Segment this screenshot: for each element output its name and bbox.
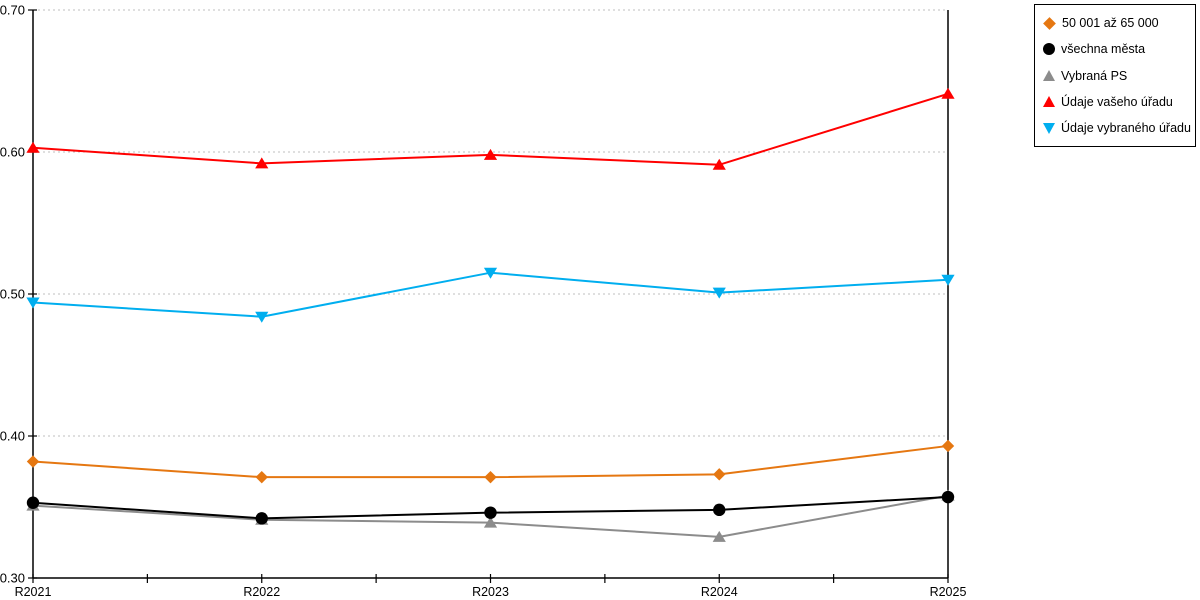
data-point-circle	[713, 503, 726, 517]
legend-item-label: Údaje vašeho úřadu	[1061, 94, 1173, 109]
data-point-triangle-up	[941, 87, 955, 99]
x-tick-label: R2021	[15, 585, 52, 599]
legend: 50 001 až 65 000 všechna města Vybraná P…	[1034, 4, 1196, 147]
legend-item-label: Údaje vybraného úřadu	[1061, 121, 1191, 135]
y-tick-label: 0.30	[0, 571, 25, 586]
legend-item-label: všechna města	[1061, 42, 1146, 57]
data-point-diamond	[941, 439, 955, 453]
legend-marker-circle-icon	[1043, 43, 1055, 56]
legend-item: všechna města	[1043, 39, 1187, 59]
legend-marker-triangle-up-icon	[1043, 96, 1055, 108]
legend-item: Vybraná PS	[1043, 66, 1187, 86]
y-tick-label: 0.70	[0, 3, 25, 18]
y-tick-label: 0.40	[0, 429, 25, 444]
x-tick-label: R2025	[930, 585, 967, 599]
legend-item-label: Vybraná PS	[1061, 68, 1128, 83]
x-tick-label: R2024	[701, 585, 738, 599]
y-tick-label: 0.60	[0, 145, 25, 160]
data-point-diamond	[713, 468, 726, 481]
data-point-diamond	[26, 455, 40, 468]
data-point-triangle-up	[712, 530, 726, 542]
data-point-circle	[255, 512, 268, 525]
series-line	[32, 271, 949, 318]
legend-marker-triangle-down-icon	[1043, 122, 1055, 134]
x-tick-label: R2023	[472, 585, 509, 599]
data-point-triangle-up	[483, 148, 498, 160]
legend-item: Údaje vašeho úřadu	[1043, 92, 1187, 112]
data-point-circle	[941, 490, 955, 504]
data-point-triangle-up	[483, 516, 498, 528]
y-tick-label: 0.50	[0, 287, 25, 302]
legend-item: Údaje vybraného úřadu	[1043, 118, 1191, 138]
data-point-triangle-up	[26, 141, 40, 153]
legend-item: 50 001 až 65 000	[1043, 13, 1187, 33]
data-point-circle	[484, 506, 497, 519]
legend-marker-diamond-icon	[1043, 16, 1056, 30]
legend-marker-triangle-up-icon	[1043, 70, 1055, 81]
data-point-triangle-down	[712, 287, 726, 299]
data-point-triangle-up	[712, 158, 726, 170]
data-point-triangle-down	[941, 274, 955, 286]
data-point-diamond	[255, 470, 268, 484]
data-point-triangle-down	[483, 267, 498, 279]
legend-item-label: 50 001 až 65 000	[1062, 16, 1159, 30]
x-tick-label: R2022	[243, 585, 280, 599]
data-point-triangle-down	[255, 311, 269, 323]
data-point-triangle-down	[26, 297, 40, 309]
data-point-diamond	[484, 470, 497, 484]
data-point-circle	[26, 496, 40, 509]
data-point-triangle-up	[255, 157, 269, 169]
